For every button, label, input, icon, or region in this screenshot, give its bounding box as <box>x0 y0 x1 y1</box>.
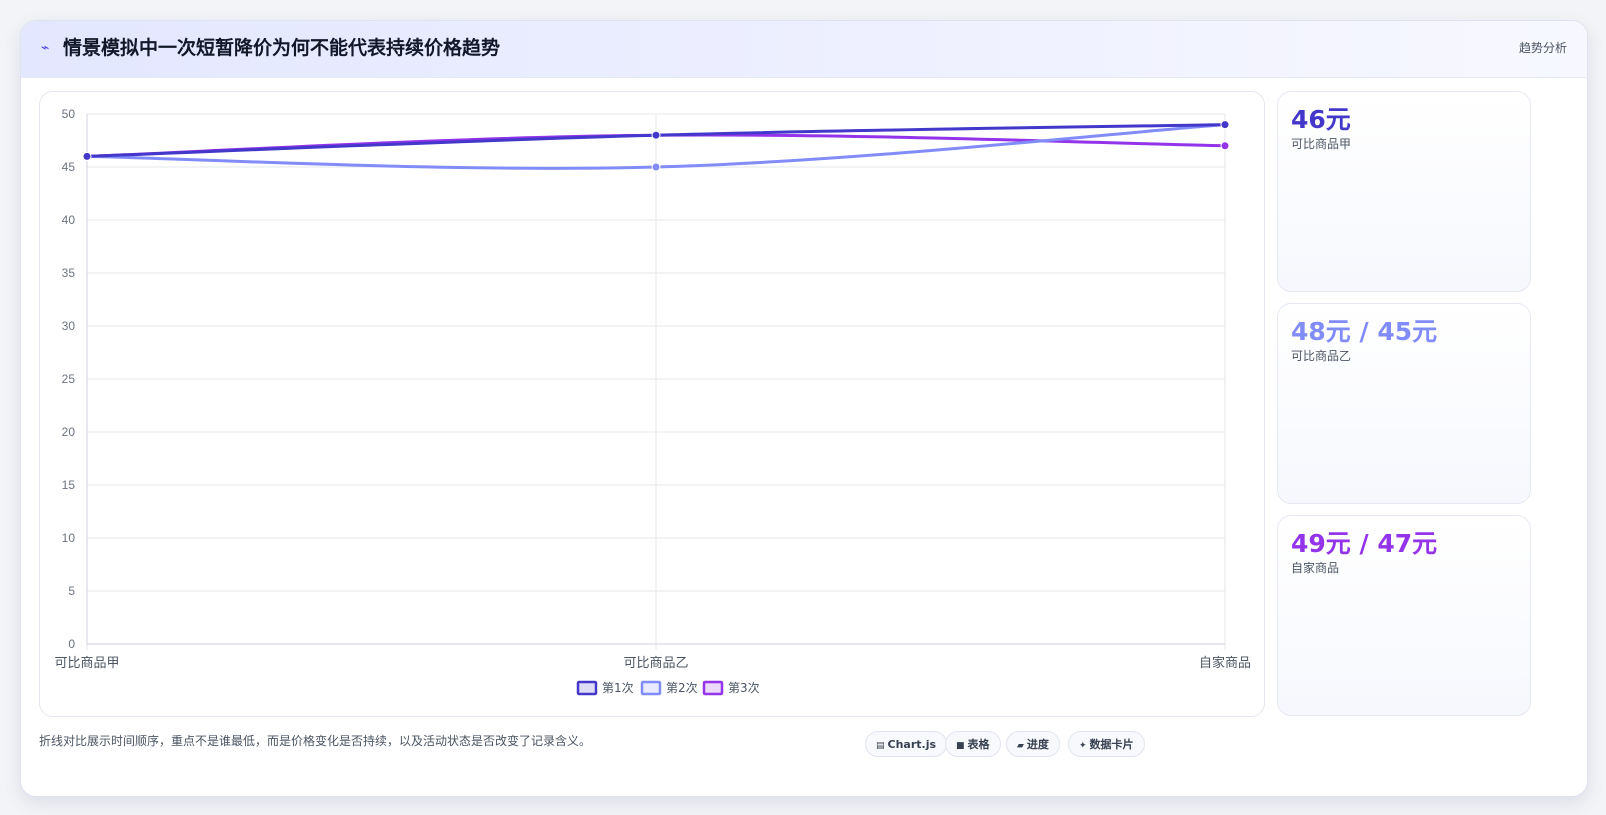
pill-data-card[interactable]: ✦ 数据卡片 <box>1068 731 1145 757</box>
y-tick-label: 5 <box>68 584 75 598</box>
y-tick-label: 45 <box>62 160 76 174</box>
pill-table[interactable]: ■ 表格 <box>945 731 1001 757</box>
stat-value: 46元 <box>1291 105 1351 134</box>
footer-note: 折线对比展示时间顺序，重点不是谁最低，而是价格变化是否持续，以及活动状态是否改变… <box>39 734 592 748</box>
data-point-s3-3 <box>1220 141 1230 151</box>
stat-card-3: 49元 / 47元 自家商品 <box>1277 515 1531 716</box>
progress-icon: ▰ <box>1017 741 1024 751</box>
page-title: 情景模拟中一次短暂降价为何不能代表持续价格趋势 <box>63 37 501 59</box>
chart-icon: ▤ <box>876 741 885 751</box>
pill-label: 表格 <box>967 738 990 751</box>
stat-label: 可比商品乙 <box>1291 349 1352 363</box>
legend-swatch-2 <box>640 680 662 696</box>
y-tick-label: 30 <box>62 319 76 333</box>
data-point-s1-2 <box>651 130 661 140</box>
stat-label: 可比商品甲 <box>1291 137 1352 151</box>
chart-panel: 0 5 10 15 20 25 30 35 40 45 50 可比商品甲 可比商品乙 自家商品第1次 第2次… <box>39 91 1265 717</box>
y-tick-label: 15 <box>62 478 76 492</box>
legend-label-3: 第3次 <box>728 681 760 695</box>
lightning-icon: ⌁ <box>41 40 50 56</box>
pill-label: 数据卡片 <box>1089 738 1134 751</box>
legend-swatch-3 <box>702 680 724 696</box>
stat-label: 自家商品 <box>1291 561 1340 575</box>
pill-label: 进度 <box>1026 738 1049 751</box>
x-tick-label: 可比商品甲 <box>54 656 119 671</box>
x-tick-label: 自家商品 <box>1199 655 1251 671</box>
stat-value: 49元 / 47元 <box>1291 529 1438 558</box>
legend-label-2: 第2次 <box>666 681 698 695</box>
y-tick-label: 20 <box>62 425 76 439</box>
sparkle-icon: ✦ <box>1079 741 1087 751</box>
stat-card-2: 48元 / 45元 可比商品乙 <box>1277 303 1531 504</box>
stat-value: 48元 / 45元 <box>1291 317 1438 346</box>
y-tick-label: 50 <box>62 107 76 121</box>
data-point-s1-1 <box>82 151 92 161</box>
card-header: ⌁ 情景模拟中一次短暂降价为何不能代表持续价格趋势 趋势分析 <box>21 21 1587 78</box>
y-tick-label: 40 <box>62 213 76 227</box>
stat-card-1: 46元 可比商品甲 <box>1277 91 1531 292</box>
y-tick-label: 25 <box>62 372 76 386</box>
x-tick-label: 可比商品乙 <box>623 656 688 671</box>
legend-label-1: 第1次 <box>602 681 634 695</box>
legend-swatch-1 <box>576 680 598 696</box>
y-tick-label: 10 <box>62 531 76 545</box>
data-point-s1-3 <box>1220 120 1230 130</box>
data-point-s2-2 <box>651 162 661 172</box>
table-icon: ■ <box>956 741 965 751</box>
pill-label: Chart.js <box>887 738 937 751</box>
pill-progress[interactable]: ▰ 进度 <box>1006 731 1060 757</box>
y-tick-label: 35 <box>62 266 76 280</box>
y-tick-label: 0 <box>68 637 75 651</box>
pill-chartjs[interactable]: ▤ Chart.js <box>865 731 948 757</box>
header-tag: 趋势分析 <box>1518 41 1567 55</box>
main-card: ⌁ 情景模拟中一次短暂降价为何不能代表持续价格趋势 趋势分析 0 5 10 15 20 2… <box>20 20 1588 797</box>
